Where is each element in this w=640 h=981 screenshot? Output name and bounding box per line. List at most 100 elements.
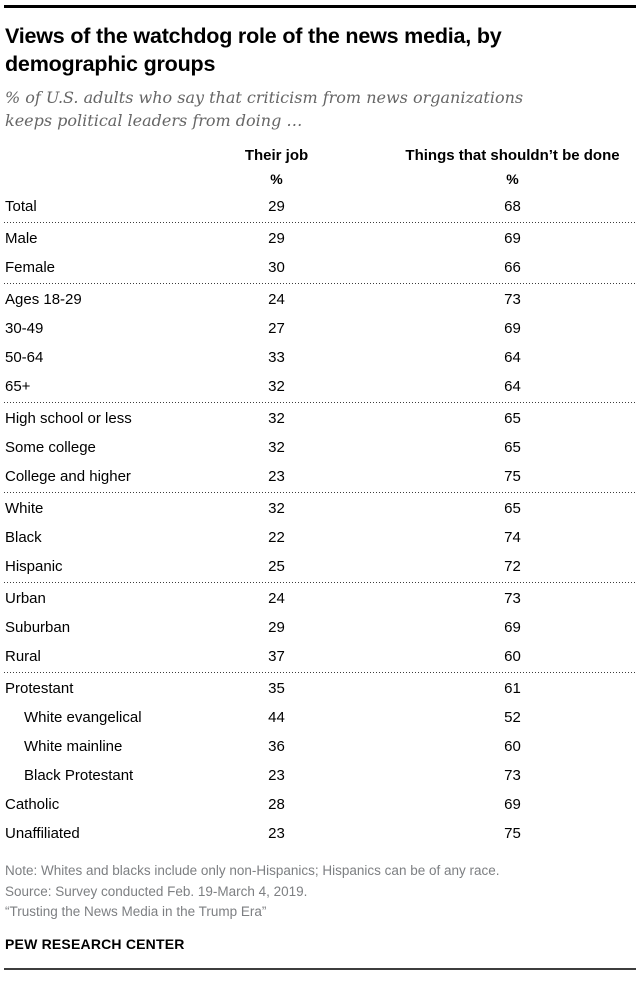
- unit-label-col2: %: [506, 170, 519, 187]
- row-label: White: [5, 500, 44, 518]
- row-label: Ages 18-29: [5, 291, 82, 309]
- table-body: Total 29 68 Male 29 69 Female 30 66 Ages 18-29 24 7…: [4, 192, 636, 848]
- value-cell: 27: [268, 320, 285, 338]
- row-label: White mainline: [24, 738, 123, 756]
- dotted-separator: [4, 672, 636, 674]
- dotted-separator: [4, 222, 636, 224]
- value-cell: 66: [504, 259, 521, 277]
- report-figure: Views of the watchdog role of the news m…: [0, 5, 640, 971]
- row-label: Hispanic: [5, 558, 63, 576]
- table-row: Black Protestant 23 73: [4, 761, 636, 790]
- row-label: Black: [5, 529, 42, 547]
- table-row: Female 30 66: [4, 253, 636, 282]
- dotted-separator: [4, 402, 636, 404]
- value-cell: 68: [504, 198, 521, 216]
- value-cell: 61: [504, 680, 521, 698]
- table-row: Unaffiliated 23 75: [4, 819, 636, 848]
- value-cell: 73: [504, 590, 521, 608]
- value-cell: 28: [268, 796, 285, 814]
- value-cell: 69: [504, 320, 521, 338]
- value-cell: 73: [504, 767, 521, 785]
- row-label: High school or less: [5, 410, 132, 428]
- table-row: White mainline 36 60: [4, 732, 636, 761]
- page-subtitle: % of U.S. adults who say that criticism …: [5, 88, 524, 130]
- value-cell: 23: [268, 468, 285, 486]
- dotted-separator: [4, 582, 636, 584]
- row-label: 50-64: [5, 349, 44, 367]
- row-label: Black Protestant: [24, 767, 134, 785]
- table-row: Some college 32 65: [4, 433, 636, 462]
- table-row: Urban 24 73: [4, 584, 636, 613]
- table-row: White evangelical 44 52: [4, 703, 636, 732]
- value-cell: 29: [268, 230, 285, 248]
- value-cell: 65: [504, 500, 521, 518]
- value-cell: 24: [268, 291, 285, 309]
- value-cell: 74: [504, 529, 521, 547]
- table-row: Male 29 69: [4, 224, 636, 253]
- value-cell: 23: [268, 825, 285, 843]
- value-cell: 75: [504, 468, 521, 486]
- dotted-separator: [4, 492, 636, 494]
- value-cell: 30: [268, 259, 285, 277]
- row-label: Protestant: [5, 680, 74, 698]
- pew-research-center-wordmark: PEW RESEARCH CENTER: [5, 936, 185, 953]
- value-cell: 29: [268, 198, 285, 216]
- row-label: College and higher: [5, 468, 131, 486]
- value-cell: 35: [268, 680, 285, 698]
- value-cell: 64: [504, 349, 521, 367]
- value-cell: 32: [268, 410, 285, 428]
- value-cell: 33: [268, 349, 285, 367]
- table-row: Rural 37 60: [4, 642, 636, 671]
- table-row: College and higher 23 75: [4, 462, 636, 491]
- value-cell: 52: [504, 709, 521, 727]
- figure-footer: Note: Whites and blacks include only non…: [4, 861, 636, 952]
- table-row: Ages 18-29 24 73: [4, 285, 636, 314]
- column-header-their-job: Their job: [244, 147, 309, 165]
- row-label: White evangelical: [24, 709, 142, 727]
- value-cell: 72: [504, 558, 521, 576]
- top-rule: [4, 5, 636, 8]
- column-header-things-not-done: Things that shouldn’t be done: [405, 147, 620, 165]
- row-label: Male: [5, 230, 38, 248]
- table-row: 30-49 27 69: [4, 314, 636, 343]
- value-cell: 60: [504, 648, 521, 666]
- bottom-rule: [4, 968, 636, 971]
- value-cell: 25: [268, 558, 285, 576]
- row-label: 30-49: [5, 320, 44, 338]
- row-label: Unaffiliated: [5, 825, 80, 843]
- row-label: 65+: [5, 378, 31, 396]
- table-row: Protestant 35 61: [4, 674, 636, 703]
- table-row: 65+ 32 64: [4, 372, 636, 401]
- value-cell: 37: [268, 648, 285, 666]
- row-label: Total: [5, 198, 37, 216]
- source-text: Source: Survey conducted Feb. 19-March 4…: [5, 883, 308, 899]
- table-row: Total 29 68: [4, 192, 636, 221]
- table-row: 50-64 33 64: [4, 343, 636, 372]
- value-cell: 75: [504, 825, 521, 843]
- row-label: Rural: [5, 648, 41, 666]
- value-cell: 32: [268, 500, 285, 518]
- value-cell: 65: [504, 439, 521, 457]
- report-title-text: “Trusting the News Media in the Trump Er…: [5, 903, 267, 919]
- table-header-row: Their job Things that shouldn’t be done: [4, 147, 636, 164]
- value-cell: 73: [504, 291, 521, 309]
- dotted-separator: [4, 283, 636, 285]
- table-row: Suburban 29 69: [4, 613, 636, 642]
- row-label: Female: [5, 259, 56, 277]
- value-cell: 44: [268, 709, 285, 727]
- value-cell: 32: [268, 378, 285, 396]
- value-cell: 69: [504, 230, 521, 248]
- unit-label-col1: %: [270, 170, 283, 187]
- value-cell: 64: [504, 378, 521, 396]
- value-cell: 60: [504, 738, 521, 756]
- page-title: Views of the watchdog role of the news m…: [5, 24, 502, 76]
- value-cell: 36: [268, 738, 285, 756]
- table-row: Catholic 28 69: [4, 790, 636, 819]
- table-row: High school or less 32 65: [4, 404, 636, 433]
- value-cell: 69: [504, 619, 521, 637]
- value-cell: 69: [504, 796, 521, 814]
- value-cell: 65: [504, 410, 521, 428]
- note-text: Note: Whites and blacks include only non…: [5, 863, 500, 879]
- row-label: Some college: [5, 439, 96, 457]
- table-row: Black 22 74: [4, 523, 636, 552]
